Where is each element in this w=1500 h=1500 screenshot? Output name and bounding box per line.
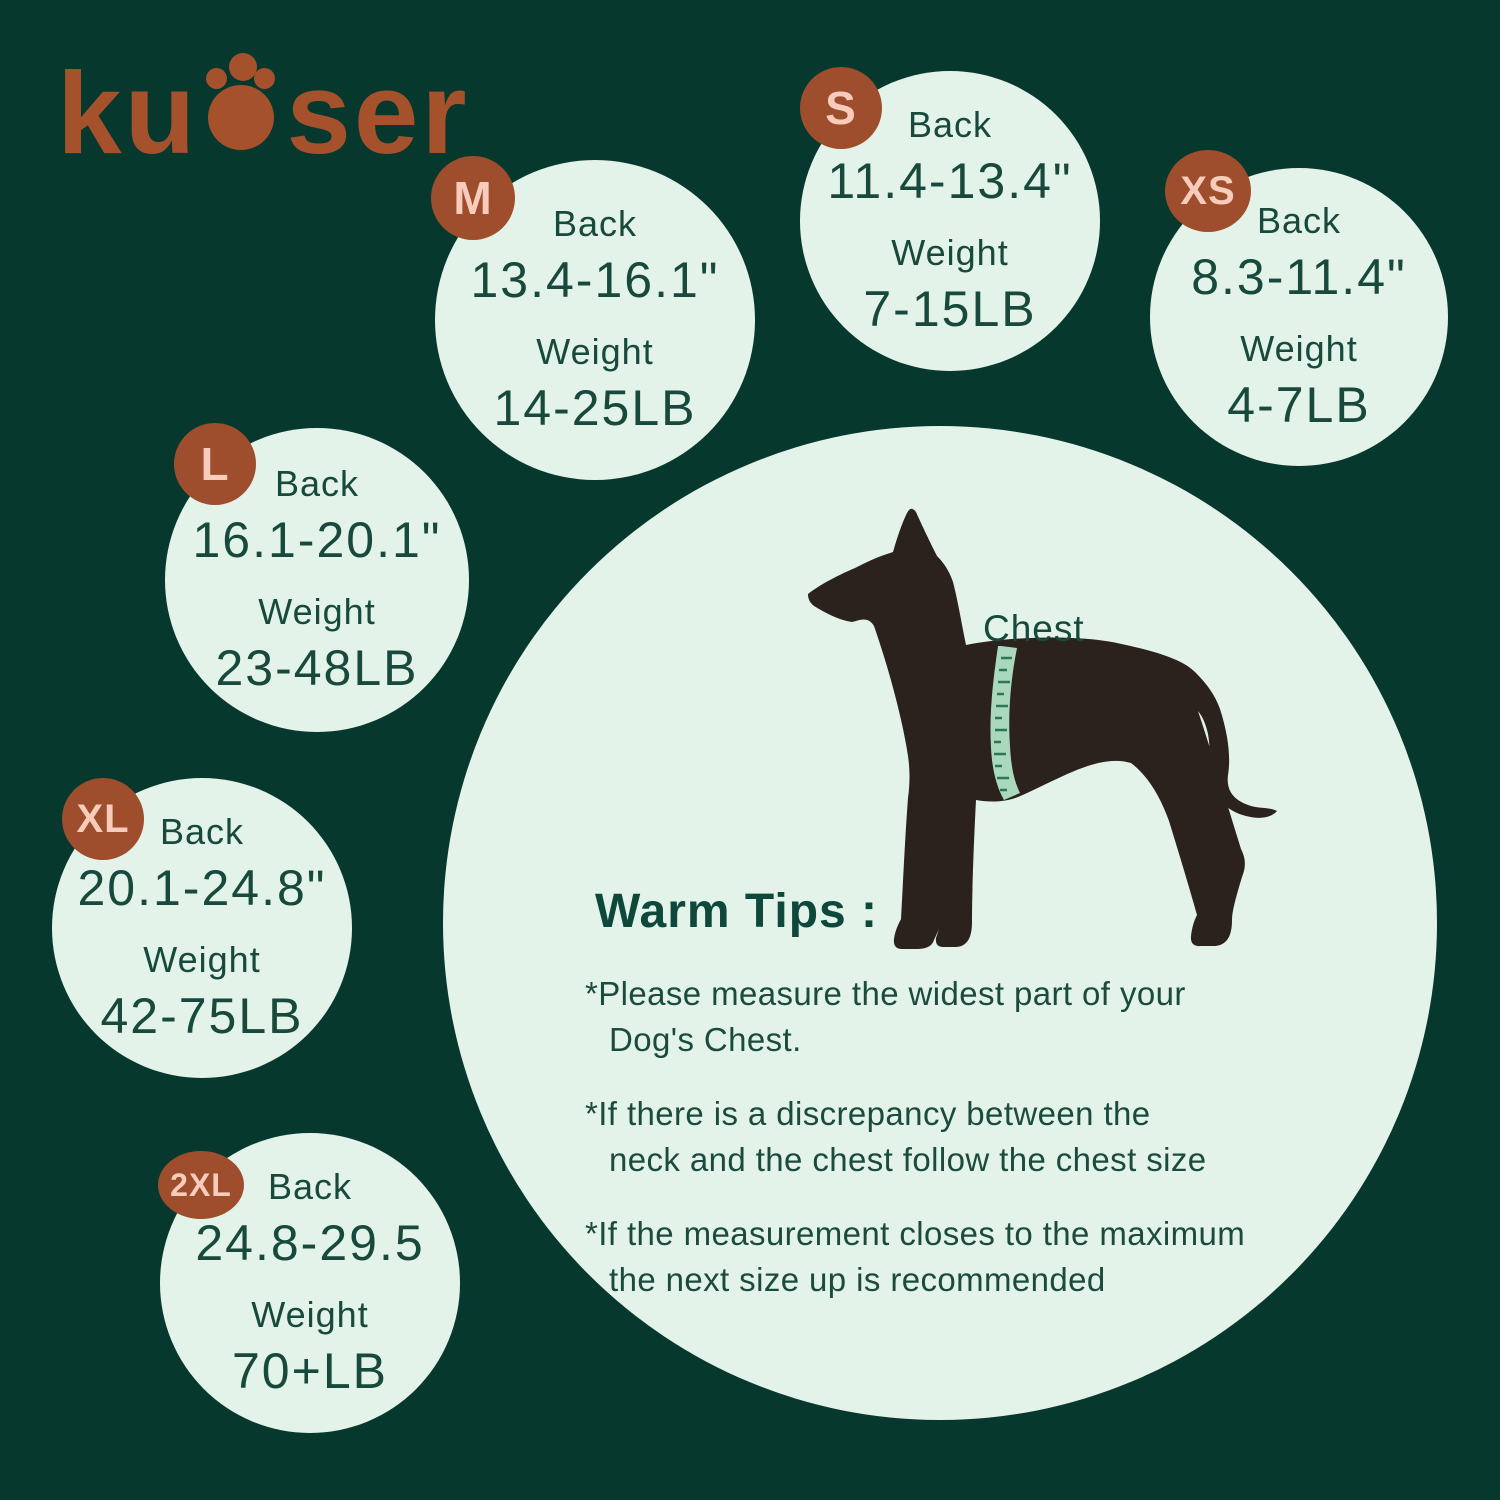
measuring-tape-icon [990, 646, 1020, 800]
weight-value: 23-48LB [215, 640, 419, 696]
warm-tip-item: *Please measure the widest part of your … [585, 975, 1186, 1058]
back-value: 13.4-16.1" [470, 252, 720, 308]
weight-label: Weight [251, 1294, 369, 1335]
brand-logo-text-right: ser [286, 48, 470, 178]
weight-value: 14-25LB [493, 380, 697, 436]
size-badge-xs: XS [1165, 150, 1251, 232]
size-circle-2xl: 2XL Back 24.8-29.5 Weight 70+LB [158, 1133, 460, 1433]
weight-value: 4-7LB [1227, 377, 1371, 433]
weight-label: Weight [143, 939, 261, 980]
back-label: Back [1256, 200, 1342, 241]
brand-logo: ku ser [57, 52, 470, 171]
weight-value: 42-75LB [100, 988, 304, 1044]
weight-label: Weight [1240, 328, 1358, 369]
size-circle-xs: XS Back 8.3-11.4" Weight 4-7LB [1150, 150, 1448, 466]
warm-tips-list: *Please measure the widest part of your … [585, 971, 1305, 1331]
chest-label: Chest [983, 608, 1085, 649]
size-circle-m: M Back 13.4-16.1" Weight 14-25LB [431, 156, 755, 480]
back-label: Back [274, 463, 360, 504]
back-label: Back [907, 104, 993, 145]
warm-tip-item: *If the measurement closes to the maximu… [585, 1215, 1246, 1298]
size-circle-xl: XL Back 20.1-24.8" Weight 42-75LB [52, 778, 352, 1078]
back-label: Back [159, 811, 245, 852]
weight-value: 7-15LB [863, 281, 1037, 337]
weight-label: Weight [536, 331, 654, 372]
weight-label: Weight [891, 232, 1009, 273]
back-label: Back [267, 1166, 353, 1207]
brand-logo-text-left: ku [57, 48, 199, 178]
paw-icon [206, 52, 278, 150]
dog-silhouette-graphic [808, 508, 1277, 949]
weight-label: Weight [258, 591, 376, 632]
back-label: Back [552, 203, 638, 244]
warm-tips-title: Warm Tips : [595, 885, 879, 938]
back-value: 16.1-20.1" [192, 512, 442, 568]
size-badge-2xl: 2XL [158, 1151, 244, 1219]
size-badge-s: S [800, 67, 882, 149]
back-value: 11.4-13.4" [827, 153, 1073, 209]
measurement-info-circle: Chest Warm Tips : *Please measure the wi… [443, 426, 1437, 1420]
back-value: 20.1-24.8" [77, 860, 327, 916]
back-value: 8.3-11.4" [1191, 249, 1407, 305]
size-badge-m: M [431, 156, 515, 240]
size-circle-l: L Back 16.1-20.1" Weight 23-48LB [165, 423, 469, 732]
size-badge-l: L [174, 423, 256, 505]
warm-tip-item: *If there is a discrepancy between the n… [585, 1095, 1207, 1178]
back-value: 24.8-29.5 [195, 1215, 425, 1271]
weight-value: 70+LB [232, 1343, 388, 1399]
size-circle-s: S Back 11.4-13.4" Weight 7-15LB [800, 67, 1100, 371]
size-badge-xl: XL [62, 778, 144, 860]
